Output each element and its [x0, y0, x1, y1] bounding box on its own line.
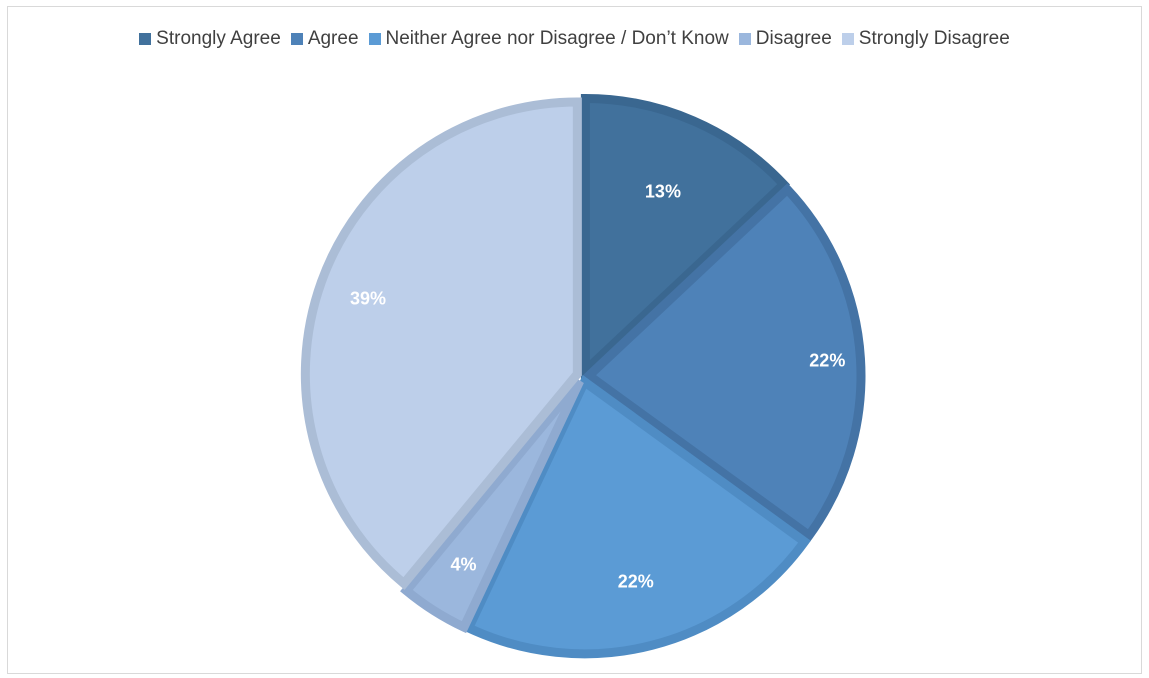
data-label: 4%	[450, 554, 476, 574]
pie-slice-disagree	[400, 378, 584, 634]
pie-slice-strongly-agree	[580, 93, 791, 381]
legend-label: Neither Agree nor Disagree / Don’t Know	[385, 28, 729, 49]
legend-swatch	[738, 33, 751, 45]
legend-swatch	[368, 33, 381, 45]
legend-swatch	[139, 33, 152, 45]
legend-label: Strongly Agree	[156, 28, 281, 49]
pie-slice-neither-agree-nor-disagree-don-t-know	[462, 374, 811, 659]
data-label: 22%	[618, 571, 654, 591]
legend-label: Agree	[307, 28, 359, 49]
pie-slice-strongly-disagree	[300, 97, 582, 590]
legend-label: Strongly Disagree	[858, 28, 1010, 49]
legend-label: Disagree	[755, 28, 832, 49]
legend-swatch	[841, 33, 854, 45]
data-label: 39%	[350, 289, 386, 309]
data-label: 13%	[645, 181, 681, 201]
data-label: 22%	[809, 351, 845, 371]
legend-item-neither: Neither Agree nor Disagree / Don’t Know	[368, 28, 729, 50]
legend-item-strongly-agree: Strongly Agree	[139, 28, 281, 50]
legend-swatch	[290, 33, 303, 45]
legend-item-disagree: Disagree	[738, 28, 832, 50]
legend-item-agree: Agree	[290, 28, 359, 50]
legend: Strongly Agree Agree Neither Agree nor D…	[0, 28, 1149, 50]
pie-slice-agree	[581, 183, 866, 542]
legend-item-strongly-disagree: Strongly Disagree	[841, 28, 1010, 50]
